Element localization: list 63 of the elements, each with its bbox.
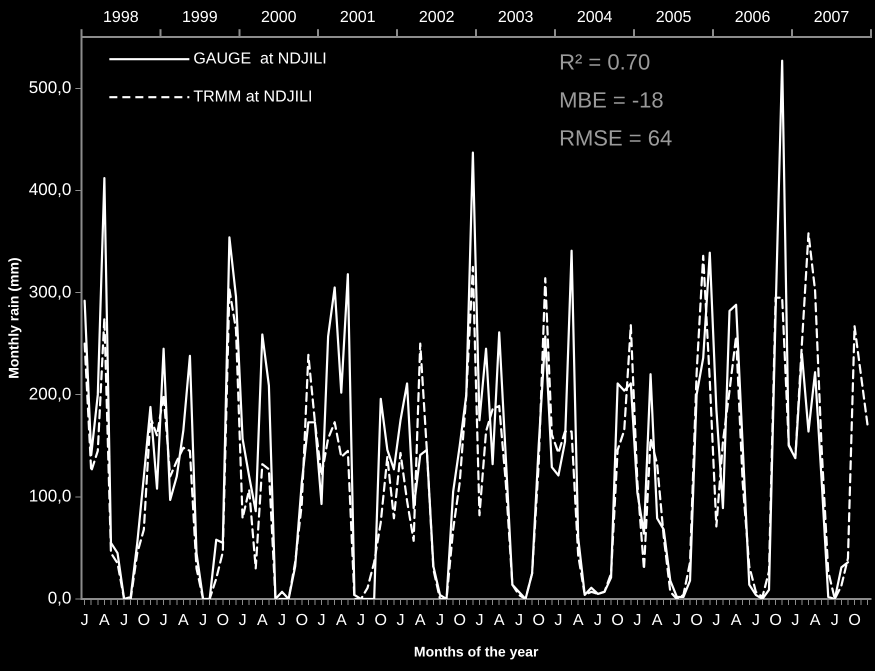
x-tick-label: A xyxy=(99,612,110,630)
x-tick-label: J xyxy=(830,612,839,630)
x-tick-label: J xyxy=(791,612,800,630)
y-tick-label: 400,0 xyxy=(28,180,72,200)
x-tick-label: O xyxy=(138,612,150,630)
x-tick-label: A xyxy=(572,612,584,630)
annotation: MBE = -18 xyxy=(559,87,664,112)
x-tick-label: O xyxy=(453,612,466,630)
x-tick-label: A xyxy=(178,612,190,630)
x-tick-label: J xyxy=(475,612,484,630)
x-tick-label: O xyxy=(216,612,230,630)
x-tick-label: J xyxy=(80,612,89,630)
x-tick-label: O xyxy=(769,612,782,630)
x-tick-label: J xyxy=(672,612,681,630)
x-tick-label: J xyxy=(199,612,208,630)
x-tick-label: A xyxy=(414,612,426,630)
y-tick-label: 0,0 xyxy=(48,588,72,608)
x2-tick-label: 2001 xyxy=(340,9,376,26)
x-tick-label: J xyxy=(752,612,760,630)
y-tick-label: 500,0 xyxy=(28,78,72,97)
x-tick-label: O xyxy=(296,612,308,630)
x-tick-label: A xyxy=(810,612,821,630)
x-tick-label: A xyxy=(256,612,268,630)
x2-tick-label: 2003 xyxy=(498,9,534,26)
x-tick-label: A xyxy=(730,612,742,630)
x2-tick-label: 2002 xyxy=(418,9,455,26)
annotation: R² = 0.70 xyxy=(559,49,650,74)
x2-tick-label: 1999 xyxy=(182,9,218,26)
legend-label: GAUGE at NDJILI xyxy=(193,50,327,68)
x-tick-label: J xyxy=(554,612,562,630)
x-tick-label: A xyxy=(336,612,347,630)
x2-tick-label: 2004 xyxy=(576,9,613,26)
x2-tick-label: 2006 xyxy=(734,9,770,26)
x-tick-label: O xyxy=(374,612,387,630)
x-tick-label: O xyxy=(848,612,861,630)
y-tick-label: 200,0 xyxy=(28,384,72,404)
x-tick-label: A xyxy=(652,612,663,630)
x-axis-title: Months of the year xyxy=(414,643,539,660)
x-tick-label: J xyxy=(436,612,444,630)
x2-tick-label: 2000 xyxy=(260,9,297,26)
x2-tick-label: 1998 xyxy=(103,9,139,26)
y-axis-title: Monthly rain (mm) xyxy=(5,257,22,379)
x-tick-label: J xyxy=(712,612,720,630)
x2-tick-label: 2005 xyxy=(656,9,692,26)
x-tick-label: J xyxy=(357,612,366,630)
x-tick-label: J xyxy=(278,612,286,630)
x-tick-label: A xyxy=(494,612,505,630)
x-tick-label: J xyxy=(633,612,642,630)
x-tick-label: O xyxy=(532,612,545,630)
x-tick-label: J xyxy=(318,612,326,630)
y-tick-label: 300,0 xyxy=(28,282,72,302)
annotation: RMSE = 64 xyxy=(559,125,672,150)
legend-label: TRMM at NDJILI xyxy=(193,88,312,106)
x-tick-label: J xyxy=(238,612,247,630)
x-tick-label: O xyxy=(611,612,624,630)
x-tick-label: J xyxy=(120,612,128,630)
x2-tick-label: 2007 xyxy=(814,9,850,26)
x-tick-label: J xyxy=(160,612,168,630)
x-tick-label: J xyxy=(514,612,523,630)
x-tick-label: J xyxy=(396,612,404,630)
y-tick-label: 100,0 xyxy=(28,486,72,506)
x-tick-label: J xyxy=(594,612,602,630)
x-tick-label: O xyxy=(690,612,703,630)
